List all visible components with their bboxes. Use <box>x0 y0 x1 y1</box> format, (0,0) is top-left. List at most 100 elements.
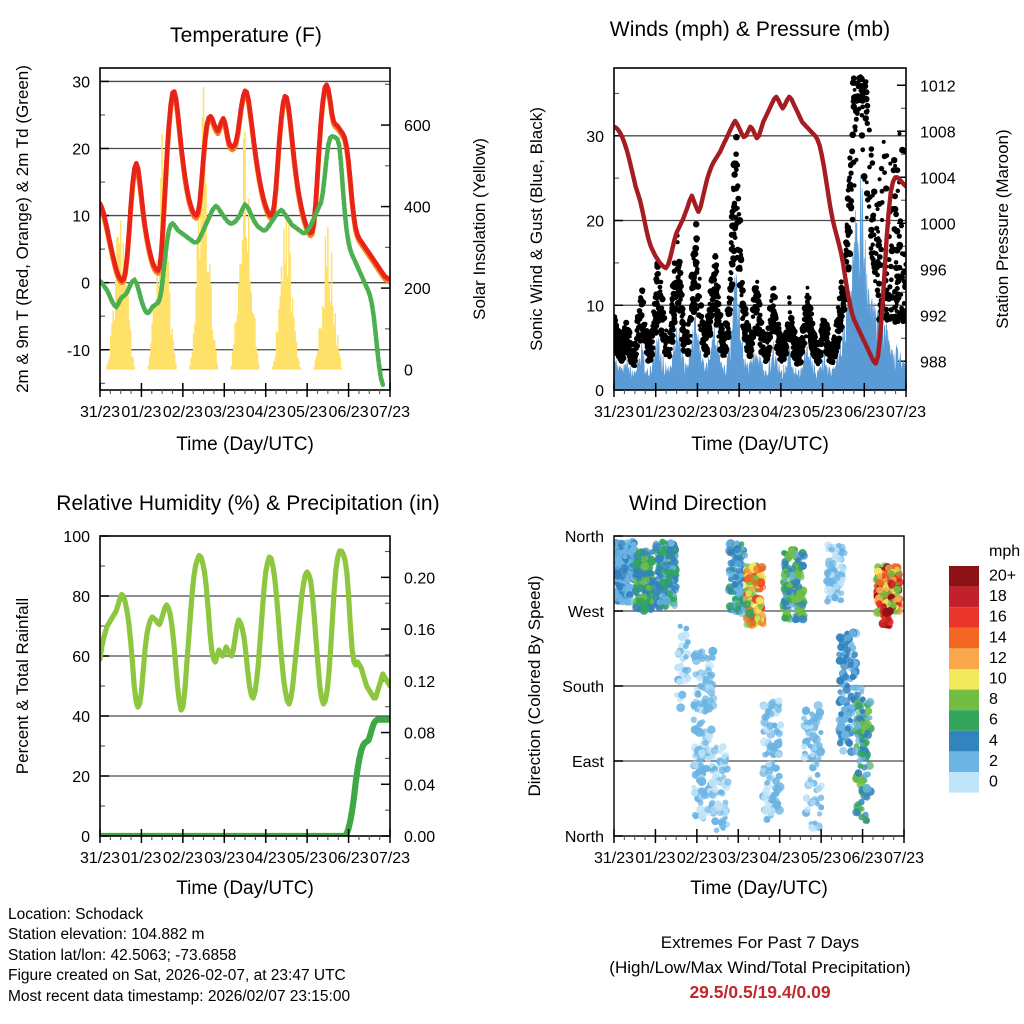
x-tick-label: 05/23 <box>803 404 843 421</box>
y2-tick-label: 1000 <box>920 216 956 233</box>
wind-direction-panel: Wind Direction North West South East North 3… <box>512 470 1024 910</box>
humidity-precip-title: Relative Humidity (%) & Precipitation (i… <box>56 492 440 515</box>
temperature-y-axis-label: 2m & 9m T (Red, Orange) & 2m Td (Green) <box>13 65 32 393</box>
y2-tick-label: 1012 <box>920 78 956 95</box>
footer-line-latlon: Station lat/lon: 42.5063; -73.6858 <box>8 946 237 964</box>
colorbar-tick-label: 14 <box>989 629 1007 646</box>
y-tick-label: East <box>572 754 605 771</box>
y-tick-label: 20 <box>72 142 90 159</box>
y-tick-label: 20 <box>72 769 90 786</box>
colorbar-tick-label: 18 <box>989 588 1007 605</box>
x-tick-label: 05/23 <box>287 850 327 867</box>
y2-tick-label: 0 <box>404 363 413 380</box>
colorbar-tick-label: 12 <box>989 650 1007 667</box>
colorbar-tick-label: 4 <box>989 732 998 749</box>
pressure-y2-axis-label: Station Pressure (Maroon) <box>993 129 1012 328</box>
footer-line-created: Figure created on Sat, 2026-02-07, at 23… <box>8 967 346 985</box>
y-tick-label: 0 <box>81 276 90 293</box>
x-tick-label: 01/23 <box>121 850 161 867</box>
station-info-footer: Location: Schodack Station elevation: 10… <box>8 905 350 1007</box>
wind-direction-y-axis-label: Direction (Colored By Speed) <box>525 575 544 796</box>
y-tick-label: West <box>568 604 605 621</box>
y-tick-label: -10 <box>67 343 90 360</box>
temperature-plot: -10 0 10 20 30 0 200 400 600 31/23 01/23 02/23 03/… <box>13 65 489 455</box>
y-tick-label: South <box>562 679 604 696</box>
x-tick-label: 02/23 <box>163 404 203 421</box>
x-tick-label: 04/23 <box>246 850 286 867</box>
winds-x-axis-label: Time (Day/UTC) <box>691 434 829 455</box>
humidity-precip-panel: Relative Humidity (%) & Precipitation (i… <box>0 470 512 910</box>
y-tick-label: 10 <box>586 298 604 315</box>
x-tick-label: 02/23 <box>677 404 717 421</box>
y2-tick-label: 0.12 <box>404 674 435 691</box>
colorbar-tick-label: 6 <box>989 712 998 729</box>
x-tick-label: 01/23 <box>635 850 675 867</box>
colorbar-tick-label: 10 <box>989 671 1007 688</box>
x-tick-label: 04/23 <box>246 404 286 421</box>
x-tick-label: 06/23 <box>329 850 369 867</box>
x-tick-label: 06/23 <box>844 404 884 421</box>
temperature-title: Temperature (F) <box>169 24 323 47</box>
humidity-x-axis-label: Time (Day/UTC) <box>176 878 314 899</box>
temperature-y2-axis-label: Solar Insolation (Yellow) <box>470 138 489 320</box>
x-tick-label: 05/23 <box>801 850 841 867</box>
y-tick-label: 80 <box>72 589 90 606</box>
colorbar-unit-label: mph <box>989 543 1020 560</box>
x-tick-label: 07/23 <box>370 850 410 867</box>
x-tick-label: 06/23 <box>329 404 369 421</box>
y-tick-label: 10 <box>72 209 90 226</box>
x-tick-label: 02/23 <box>163 850 203 867</box>
footer-line-elevation: Station elevation: 104.882 m <box>8 926 205 944</box>
y2-tick-label: 0.20 <box>404 570 435 587</box>
wind-speed-colorbar: mph 20+ 18 16 14 12 10 8 6 4 2 0 <box>949 543 1020 793</box>
x-tick-label: 07/23 <box>884 850 924 867</box>
extremes-title: Extremes For Past 7 Days <box>660 933 860 952</box>
y2-tick-label: 996 <box>920 262 947 279</box>
y-tick-label: 30 <box>72 74 90 91</box>
x-tick-label: 03/23 <box>204 404 244 421</box>
x-tick-label: 07/23 <box>886 404 926 421</box>
wind-direction-x-axis-label: Time (Day/UTC) <box>690 878 828 899</box>
y2-tick-label: 1004 <box>920 170 956 187</box>
colorbar-tick-label: 0 <box>989 774 998 791</box>
x-tick-label: 04/23 <box>761 404 801 421</box>
winds-pressure-panel: Winds (mph) & Pressure (mb) 0 10 20 30 988 9… <box>512 0 1024 470</box>
extremes-subtitle: (High/Low/Max Wind/Total Precipitation) <box>609 958 911 977</box>
y-tick-label: North <box>565 829 604 846</box>
footer-line-location: Location: Schodack <box>8 906 144 923</box>
y2-tick-label: 600 <box>404 118 431 135</box>
x-tick-label: 03/23 <box>718 850 758 867</box>
wind-direction-title: Wind Direction <box>629 492 767 515</box>
y2-tick-label: 0.04 <box>404 777 435 794</box>
y-tick-label: 30 <box>586 129 604 146</box>
winds-y-axis-label: Sonic Wind & Gust (Blue, Black) <box>527 107 546 351</box>
x-tick-label: 31/23 <box>594 404 634 421</box>
colorbar-tick-label: 8 <box>989 691 998 708</box>
y-tick-label: North <box>565 529 604 546</box>
x-tick-label: 31/23 <box>594 850 634 867</box>
extremes-block: Extremes For Past 7 Days (High/Low/Max W… <box>520 930 1000 1005</box>
y-tick-label: 40 <box>72 709 90 726</box>
x-tick-label: 02/23 <box>677 850 717 867</box>
x-tick-label: 31/23 <box>80 850 120 867</box>
x-tick-label: 04/23 <box>760 850 800 867</box>
colorbar-tick-label: 20+ <box>989 568 1016 585</box>
y2-tick-label: 200 <box>404 281 431 298</box>
temperature-x-axis-label: Time (Day/UTC) <box>176 434 314 455</box>
y-tick-label: 100 <box>63 529 90 546</box>
y-tick-label: 20 <box>586 214 604 231</box>
footer-line-timestamp: Most recent data timestamp: 2026/02/07 2… <box>8 987 351 1005</box>
y2-tick-label: 0.16 <box>404 622 435 639</box>
x-tick-label: 01/23 <box>636 404 676 421</box>
y-tick-label: 60 <box>72 649 90 666</box>
y2-tick-label: 0.00 <box>404 829 435 846</box>
x-tick-label: 03/23 <box>204 850 244 867</box>
y2-tick-label: 988 <box>920 354 947 371</box>
extremes-value: 29.5/0.5/19.4/0.09 <box>689 982 831 1002</box>
x-tick-label: 31/23 <box>80 404 120 421</box>
x-tick-label: 07/23 <box>370 404 410 421</box>
colorbar-tick-label: 2 <box>989 753 998 770</box>
y2-tick-label: 992 <box>920 308 947 325</box>
x-tick-label: 06/23 <box>843 850 883 867</box>
